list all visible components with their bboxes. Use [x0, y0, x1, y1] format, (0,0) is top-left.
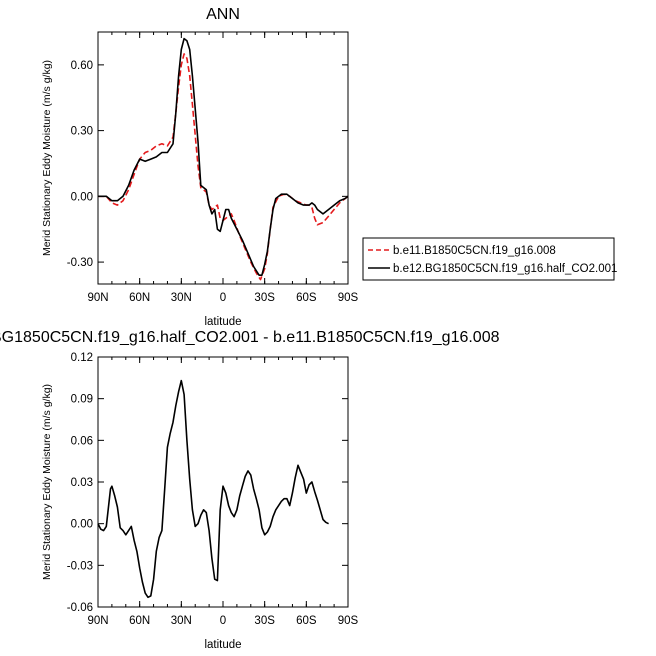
x-tick-label: 30S [254, 292, 275, 304]
top-x-axis-label: latitude [204, 316, 241, 328]
x-tick-label: 90N [87, 292, 108, 304]
y-tick-label: -0.03 [67, 560, 93, 572]
x-tick-label: 0 [220, 292, 226, 304]
bottom-panel: b.e12.BG1850C5CN.f19_g16.half_CO2.001 - … [0, 329, 500, 651]
y-tick-label: -0.06 [67, 602, 93, 614]
x-tick-label: 60N [129, 615, 150, 627]
legend-box [362, 237, 615, 281]
y-tick-label: -0.30 [67, 257, 93, 269]
bottom-series-group [97, 379, 329, 599]
x-tick-label: 60S [296, 615, 317, 627]
x-tick-label: 30N [171, 292, 192, 304]
bottom-x-ticks: 90N 60N 30N 0 30S 60S 90S [87, 357, 359, 627]
top-chart-title: ANN [206, 6, 240, 23]
y-tick-label: 0.60 [71, 60, 93, 72]
y-tick-label: 0.00 [71, 191, 93, 203]
y-tick-label: 0.03 [71, 477, 93, 489]
y-tick-label: 0.12 [71, 352, 93, 364]
series-line-1 [97, 379, 329, 599]
bottom-x-axis-label: latitude [204, 639, 241, 651]
bottom-plot-frame [97, 356, 349, 608]
x-tick-label: 60N [129, 292, 150, 304]
x-tick-label: 90S [338, 615, 359, 627]
y-tick-label: 0.00 [71, 519, 93, 531]
x-tick-label: 90N [87, 615, 108, 627]
series-line-2 [98, 37, 349, 276]
x-tick-label: 30N [171, 615, 192, 627]
top-y-ticks: 0.60 0.30 0.00 -0.30 [67, 60, 348, 269]
legend: b.e11.B1850C5CN.f19_g16.008 b.e12.BG1850… [362, 237, 617, 281]
x-tick-label: 90S [338, 292, 359, 304]
bottom-y-axis-label: Merid Stationary Eddy Moisture (m/s g/kg… [41, 384, 53, 580]
y-tick-label: 0.09 [71, 394, 93, 406]
y-tick-label: 0.30 [71, 126, 93, 138]
x-tick-label: 0 [220, 615, 226, 627]
top-x-ticks: 90N 60N 30N 0 30S 60S 90S [87, 32, 359, 304]
x-tick-label: 30S [254, 615, 275, 627]
top-y-axis-label: Merid Stationary Eddy Moisture (m/s g/kg… [41, 60, 53, 256]
top-series-group [98, 37, 349, 281]
bottom-y-ticks: 0.12 0.09 0.06 0.03 0.00 -0.03 -0.06 [67, 352, 348, 614]
bottom-chart-title: b.e12.BG1850C5CN.f19_g16.half_CO2.001 - … [0, 329, 500, 346]
top-plot-frame [97, 31, 349, 285]
legend-label-series-1: b.e11.B1850C5CN.f19_g16.008 [393, 245, 556, 257]
legend-label-series-2: b.e12.BG1850C5CN.f19_g16.half_CO2.001 [393, 263, 617, 275]
x-tick-label: 60S [296, 292, 317, 304]
top-panel: ANN 90N 60N 30N 0 30S 60S 90S 0.60 0.30 0.00 -0.3… [41, 6, 359, 328]
y-tick-label: 0.06 [71, 435, 93, 447]
